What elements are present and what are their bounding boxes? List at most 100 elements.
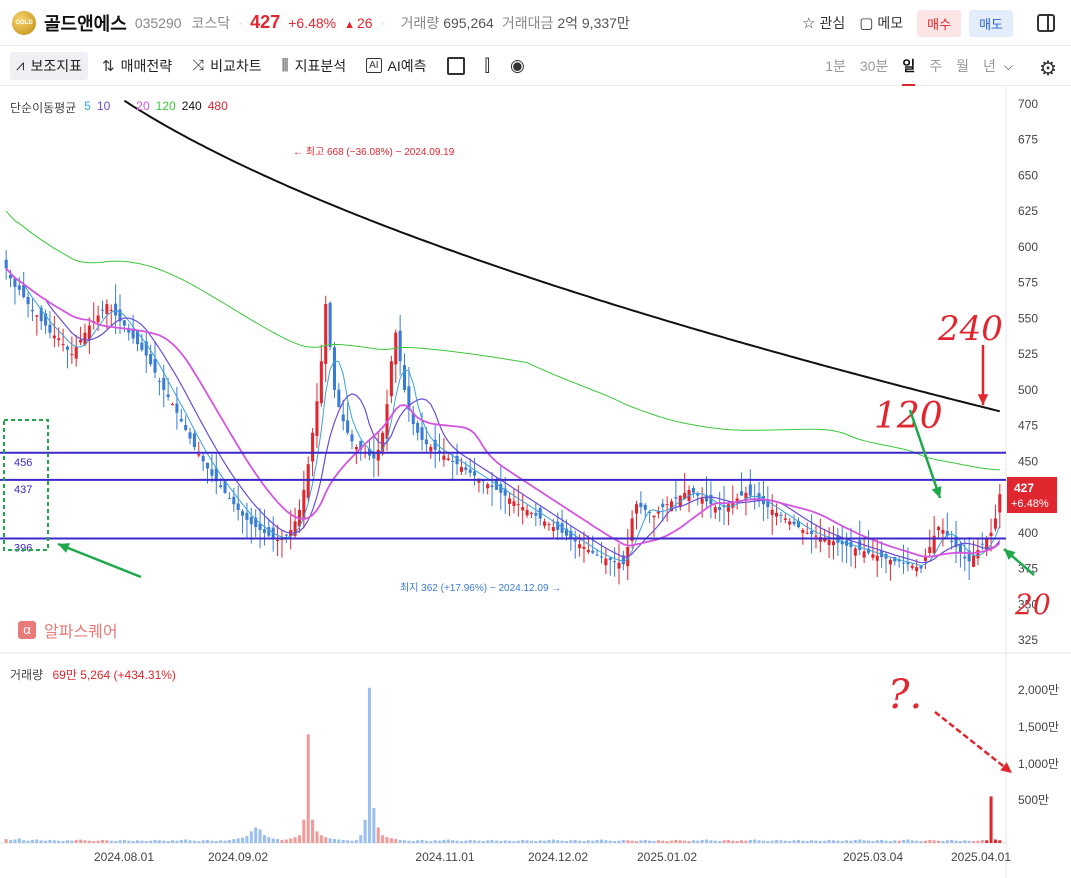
- volume-bar: [516, 840, 520, 843]
- candle-body: [206, 462, 210, 469]
- volume-bar: [604, 840, 608, 843]
- candle-body: [578, 544, 582, 549]
- volume-bar: [311, 819, 315, 843]
- volume-bar: [144, 841, 148, 843]
- candle-body: [525, 509, 529, 516]
- strategy-button[interactable]: ⇅ 매매전략: [96, 52, 178, 80]
- alpha-icon: α: [18, 621, 36, 639]
- candle-body: [446, 458, 450, 460]
- volume-bar: [556, 840, 560, 843]
- period-tab[interactable]: 주: [929, 58, 943, 74]
- volume-bar: [534, 841, 538, 843]
- volume-bar: [170, 840, 175, 843]
- volume-bar: [980, 839, 984, 843]
- period-tab[interactable]: 1분: [825, 58, 846, 74]
- candle-body: [293, 521, 297, 536]
- volume-bar: [669, 840, 674, 843]
- volume-bar: [617, 840, 621, 843]
- handwritten-note-240: 240: [937, 309, 1003, 349]
- date-tick-label: 2024.11.01: [415, 850, 474, 864]
- volume-bar: [83, 840, 87, 843]
- volume-bar: [337, 839, 341, 843]
- volume-bar: [22, 840, 26, 843]
- candle-type-icon[interactable]: ⫿: [484, 55, 490, 75]
- volume-bar: [910, 840, 914, 843]
- volume-bar: [481, 841, 485, 843]
- volume-bar: [236, 838, 240, 843]
- analysis-button[interactable]: ⫼ 지표분석: [276, 52, 352, 80]
- candle-analysis-icon: ⫼: [281, 57, 289, 74]
- volume-bar: [801, 840, 805, 843]
- candle-body: [512, 501, 516, 506]
- volume-bar: [643, 839, 647, 843]
- sell-button[interactable]: 매도: [969, 9, 1013, 37]
- volume-bar: [880, 839, 884, 843]
- ai-predict-label: AI예측: [387, 57, 427, 74]
- low-annotation: 최지 362 (+17.96%) − 2024.12.09 →: [400, 582, 561, 594]
- volume-bar: [162, 840, 166, 843]
- volume-bar: [578, 840, 582, 843]
- period-tabs: 1분 30분 일 주 월 년 ⌵: [811, 46, 1013, 86]
- camera-icon[interactable]: ◉: [510, 55, 525, 75]
- candle-body: [262, 529, 266, 533]
- date-tick-label: 2025.01.02: [637, 850, 697, 864]
- volume-bar: [306, 734, 310, 843]
- candle-body: [57, 338, 61, 341]
- chevron-down-icon[interactable]: ⌵: [1003, 58, 1013, 73]
- candle-body: [573, 539, 577, 542]
- volume-bar: [705, 839, 709, 843]
- volume-bar: [122, 839, 126, 843]
- candle-body: [945, 531, 949, 536]
- period-tab[interactable]: 월: [956, 58, 969, 74]
- compare-button[interactable]: ⤨ 비교차트: [186, 52, 268, 80]
- stock-header: GOLD 골드앤에스 035290 코스닥 · 427 +6.48% 26 · …: [0, 0, 1071, 46]
- volume-bar: [420, 839, 424, 843]
- ai-predict-button[interactable]: AI AI예측: [360, 52, 432, 80]
- ma120-line: [5, 210, 1000, 471]
- candle-body: [144, 341, 148, 356]
- volume-bar: [241, 837, 245, 843]
- candle-body: [337, 389, 341, 408]
- candle-body: [468, 469, 472, 473]
- volume-bar: [258, 829, 262, 843]
- level-highlight-box: [3, 419, 49, 551]
- volume-bar: [48, 839, 52, 843]
- volume-bar: [4, 839, 8, 843]
- indicator-button[interactable]: ⩘ 보조지표: [10, 51, 88, 80]
- candle-body: [613, 561, 617, 563]
- period-tab[interactable]: 일: [902, 46, 916, 86]
- volume-bar: [451, 840, 455, 843]
- candle-body: [823, 538, 827, 542]
- candle-body: [455, 455, 459, 465]
- candle-body: [888, 559, 892, 565]
- gear-icon[interactable]: ⚙: [1039, 58, 1057, 80]
- candle-body: [359, 441, 363, 450]
- candle-body: [153, 359, 157, 373]
- candle-body: [276, 539, 280, 541]
- price-chart[interactable]: 3253503754004254504755005255505756006256…: [0, 87, 1071, 878]
- volume-bar: [359, 835, 363, 843]
- volume-bar: [223, 840, 227, 843]
- candle-body: [118, 309, 122, 322]
- drawing-box-icon[interactable]: [446, 56, 465, 75]
- memo-button[interactable]: ▢ 메모: [859, 13, 903, 33]
- volume-bar: [70, 840, 74, 843]
- side-panel-toggle-icon[interactable]: [1037, 14, 1055, 32]
- period-tab[interactable]: 30분: [859, 58, 889, 74]
- watch-button[interactable]: ☆ 관심: [802, 13, 845, 33]
- candle-body: [267, 527, 271, 536]
- period-tab[interactable]: 년: [983, 58, 996, 74]
- volume-bar: [402, 840, 407, 843]
- buy-button[interactable]: 매수: [917, 9, 962, 37]
- volume-bar: [267, 837, 271, 843]
- candle-body: [254, 517, 258, 528]
- strategy-icon: ⇅: [102, 57, 115, 75]
- candle-body: [442, 455, 446, 460]
- volume-bar: [945, 840, 949, 843]
- candle-body: [433, 439, 437, 450]
- volume-bar: [648, 840, 652, 843]
- volume-bar: [411, 841, 415, 843]
- ma-legend: 단순이동평균 5 10 20 120 240 480: [10, 99, 230, 116]
- candle-body: [893, 557, 897, 562]
- candle-body: [311, 432, 315, 462]
